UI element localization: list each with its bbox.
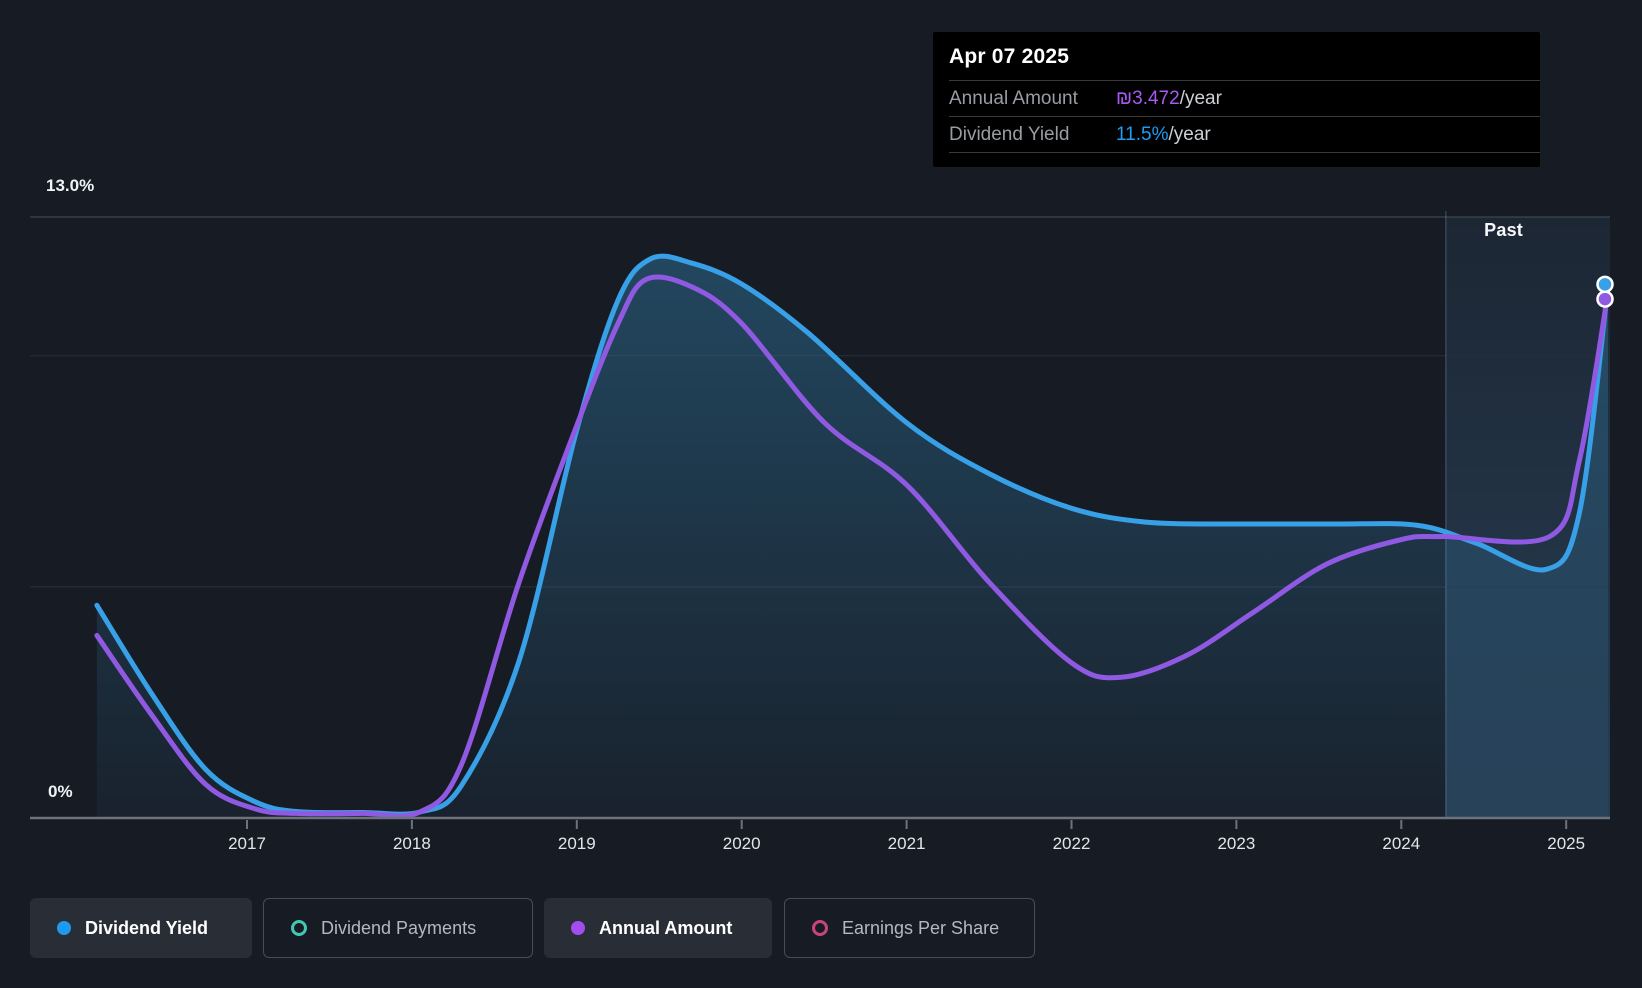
x-axis-label-2024: 2024 [1371, 834, 1431, 854]
x-axis-label-2018: 2018 [382, 834, 442, 854]
tooltip-row-value: 11.5% [1116, 124, 1168, 146]
annual-amount-dot-icon [571, 921, 585, 935]
tooltip-row-suffix: /year [1180, 88, 1222, 110]
earnings-per-share-ring-icon [812, 920, 828, 936]
tooltip-row-annual-amount: Annual Amount₪3.472/year [949, 80, 1540, 116]
dividend-chart-page: 13.0% 0% Past 2017 2018 2019 2020 2021 2022 20… [0, 0, 1642, 988]
x-axis-label-2022: 2022 [1042, 834, 1102, 854]
legend-label-annual-amount: Annual Amount [599, 918, 732, 939]
tooltip-row-value: ₪3.472 [1116, 88, 1180, 110]
past-region-label: Past [1446, 220, 1523, 241]
tooltip-row-suffix: /year [1168, 124, 1210, 146]
x-axis-label-2017: 2017 [217, 834, 277, 854]
tooltip-row-label: Annual Amount [949, 88, 1116, 110]
tooltip-row-dividend-yield: Dividend Yield11.5%/year [949, 116, 1540, 153]
tooltip-row-label: Dividend Yield [949, 124, 1116, 146]
x-axis-label-2020: 2020 [712, 834, 772, 854]
x-axis-label-2019: 2019 [547, 834, 607, 854]
y-axis-zero-label: 0% [48, 782, 73, 802]
x-axis-label-2021: 2021 [877, 834, 937, 854]
legend-toggle-dividend-yield[interactable]: Dividend Yield [30, 898, 252, 958]
y-axis-max-label: 13.0% [46, 176, 94, 196]
dividend-yield-dot-icon [57, 921, 71, 935]
legend-label-earnings-per-share: Earnings Per Share [842, 918, 999, 939]
legend-label-dividend-payments: Dividend Payments [321, 918, 476, 939]
legend-toggle-earnings-per-share[interactable]: Earnings Per Share [784, 898, 1035, 958]
dividend-yield-area-fill [97, 256, 1608, 818]
x-axis-label-2023: 2023 [1206, 834, 1266, 854]
x-axis-label-2025: 2025 [1536, 834, 1596, 854]
legend-toggle-annual-amount[interactable]: Annual Amount [544, 898, 772, 958]
legend-toggle-dividend-payments[interactable]: Dividend Payments [263, 898, 533, 958]
legend-label-dividend-yield: Dividend Yield [85, 918, 208, 939]
dividend-payments-ring-icon [291, 920, 307, 936]
annual-amount-endpoint-marker [1598, 292, 1613, 307]
tooltip-rows: Annual Amount₪3.472/yearDividend Yield11… [933, 80, 1540, 153]
tooltip-date: Apr 07 2025 [933, 32, 1540, 80]
chart-tooltip: Apr 07 2025 Annual Amount₪3.472/yearDivi… [933, 32, 1540, 167]
dividend-yield-endpoint-marker [1598, 277, 1613, 292]
